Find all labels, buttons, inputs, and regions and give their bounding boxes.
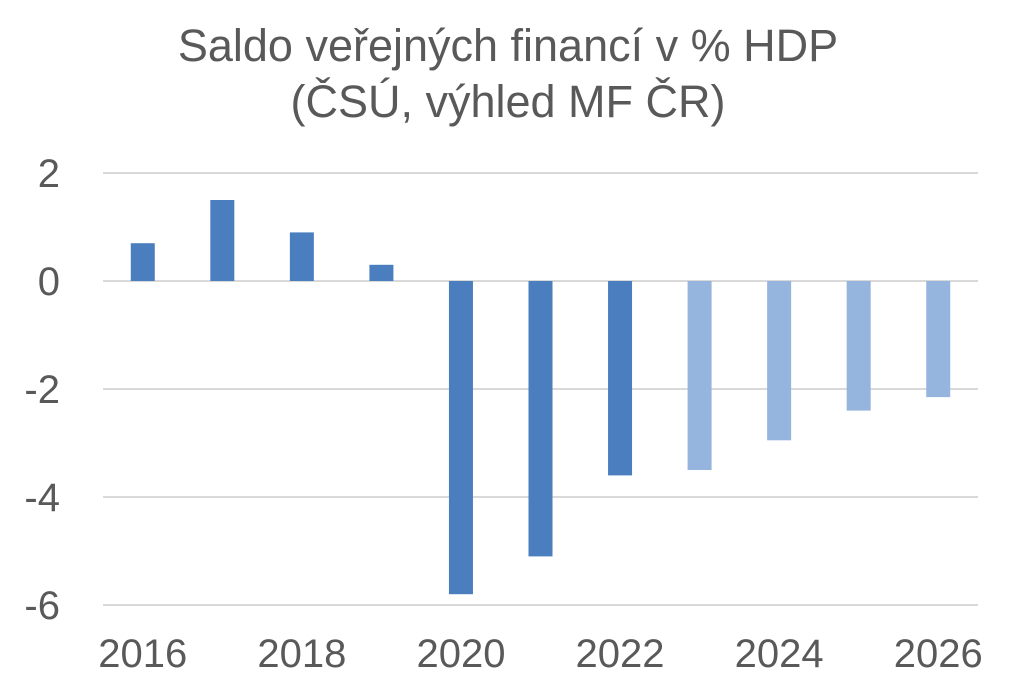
chart-subtitle: (ČSÚ, výhled MF ČR): [290, 76, 726, 127]
x-axis-ticks: 2016 2018 2020 2022 2024 2026: [98, 632, 982, 676]
y-tick-label: -2: [24, 368, 60, 412]
bar-2023: [687, 281, 712, 470]
x-tick-label: 2024: [735, 632, 824, 676]
chart-title: Saldo veřejných financí v % HDP: [177, 20, 839, 71]
x-tick-label: 2022: [576, 632, 665, 676]
bar-2024: [767, 281, 792, 441]
chart-title-block: Saldo veřejných financí v % HDP (ČSÚ, vý…: [0, 18, 1016, 130]
y-axis-ticks: 2 0 -2 -4 -6: [24, 152, 60, 628]
y-tick-label: -6: [24, 584, 60, 628]
bar-2017: [210, 200, 235, 281]
y-tick-label: 0: [38, 260, 60, 304]
x-tick-label: 2020: [416, 632, 505, 676]
bars: [130, 200, 951, 595]
x-tick-label: 2026: [894, 632, 983, 676]
y-tick-label: 2: [38, 152, 60, 196]
y-tick-label: -4: [24, 476, 60, 520]
x-tick-label: 2016: [98, 632, 187, 676]
bar-2025: [846, 281, 871, 411]
bar-2019: [369, 264, 394, 281]
bar-2016: [130, 243, 155, 281]
bar-2021: [528, 281, 553, 557]
x-tick-label: 2018: [257, 632, 346, 676]
bar-2018: [289, 232, 314, 281]
bar-2020: [448, 281, 473, 595]
bar-2026: [926, 281, 951, 398]
bar-2022: [608, 281, 633, 476]
